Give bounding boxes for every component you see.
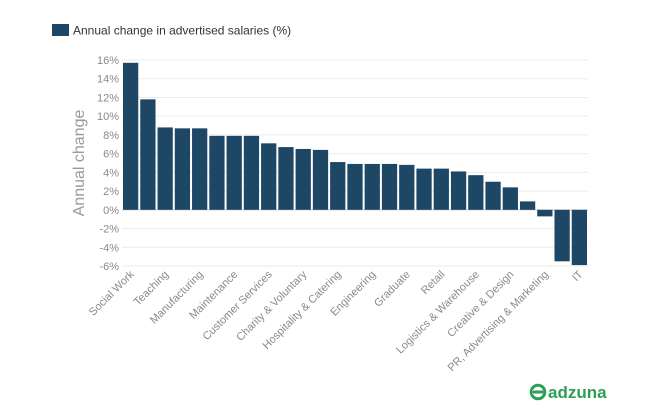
bar[interactable] bbox=[278, 147, 294, 210]
y-tick-label: 0% bbox=[103, 205, 119, 217]
adzuna-logo: adzuna bbox=[529, 383, 607, 402]
bar[interactable] bbox=[243, 135, 260, 210]
bar[interactable] bbox=[347, 163, 363, 210]
gridlines bbox=[122, 59, 588, 267]
bar[interactable] bbox=[519, 201, 536, 210]
bar[interactable] bbox=[537, 209, 553, 217]
bar[interactable] bbox=[450, 171, 467, 210]
bar[interactable] bbox=[192, 128, 208, 210]
legend-label: Annual change in advertised salaries (%) bbox=[73, 24, 291, 38]
x-axis-labels: Social WorkTeachingManufacturingMaintena… bbox=[87, 268, 586, 374]
bar[interactable] bbox=[399, 164, 415, 210]
bar[interactable] bbox=[226, 135, 242, 210]
bar[interactable] bbox=[330, 162, 346, 210]
y-tick-label: 2% bbox=[103, 186, 119, 198]
y-tick-label: 8% bbox=[103, 130, 119, 142]
y-axis-ticks: 16% 14% 12% 10% 8% 6% 4% 2% 0% -2% -4% -6% bbox=[97, 55, 119, 273]
adzuna-icon bbox=[529, 383, 547, 401]
bar[interactable] bbox=[295, 148, 311, 210]
bar[interactable] bbox=[123, 62, 139, 210]
x-tick-label: Graduate bbox=[372, 269, 413, 310]
bar[interactable] bbox=[502, 187, 518, 210]
x-tick-label: Retail bbox=[419, 269, 447, 297]
legend-swatch bbox=[52, 24, 69, 36]
bar[interactable] bbox=[364, 163, 380, 210]
bars bbox=[123, 62, 587, 266]
adzuna-wordmark: adzuna bbox=[548, 383, 607, 402]
y-tick-label: 16% bbox=[97, 55, 119, 67]
y-tick-label: -2% bbox=[99, 224, 119, 236]
y-tick-label: -6% bbox=[99, 261, 119, 273]
bar[interactable] bbox=[554, 209, 570, 262]
bar[interactable] bbox=[174, 128, 191, 210]
y-axis-title: Annual change bbox=[71, 110, 88, 217]
y-tick-label: 6% bbox=[103, 149, 119, 161]
bar[interactable] bbox=[571, 209, 587, 266]
bar[interactable] bbox=[209, 135, 225, 210]
bar[interactable] bbox=[312, 149, 329, 210]
bar[interactable] bbox=[416, 168, 432, 210]
x-tick-label: IT bbox=[570, 268, 586, 284]
legend[interactable]: Annual change in advertised salaries (%) bbox=[52, 24, 291, 38]
y-tick-label: 10% bbox=[97, 111, 119, 123]
y-tick-label: 14% bbox=[97, 74, 119, 86]
bar[interactable] bbox=[140, 99, 156, 210]
bar[interactable] bbox=[157, 127, 173, 210]
y-tick-label: 12% bbox=[97, 92, 119, 104]
y-tick-label: -4% bbox=[99, 242, 119, 254]
bar[interactable] bbox=[261, 143, 277, 210]
bar[interactable] bbox=[381, 163, 398, 210]
x-tick-label: Social Work bbox=[87, 268, 137, 318]
bar[interactable] bbox=[433, 168, 449, 210]
y-tick-label: 4% bbox=[103, 167, 119, 179]
bar[interactable] bbox=[485, 181, 501, 210]
bar[interactable] bbox=[468, 175, 484, 210]
